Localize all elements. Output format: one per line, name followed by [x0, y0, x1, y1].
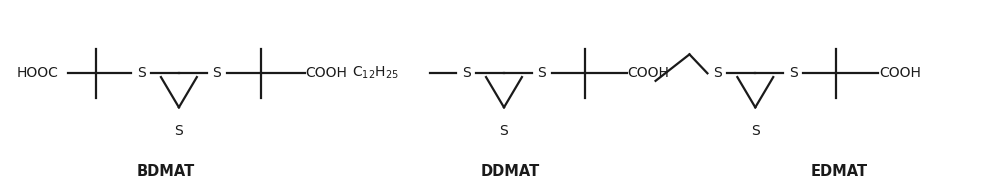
Text: S: S [137, 66, 145, 80]
Text: HOOC: HOOC [16, 66, 58, 80]
Text: COOH: COOH [628, 66, 670, 80]
Text: BDMAT: BDMAT [137, 164, 195, 179]
Text: C$_{12}$H$_{25}$: C$_{12}$H$_{25}$ [352, 65, 399, 81]
Text: DDMAT: DDMAT [480, 164, 540, 179]
Text: S: S [500, 124, 508, 138]
Text: COOH: COOH [879, 66, 921, 80]
Text: EDMAT: EDMAT [810, 164, 868, 179]
Text: COOH: COOH [306, 66, 347, 80]
Text: S: S [789, 66, 798, 80]
Text: S: S [212, 66, 221, 80]
Text: S: S [751, 124, 760, 138]
Text: S: S [175, 124, 183, 138]
Text: S: S [713, 66, 722, 80]
Text: S: S [538, 66, 546, 80]
Text: S: S [462, 66, 470, 80]
